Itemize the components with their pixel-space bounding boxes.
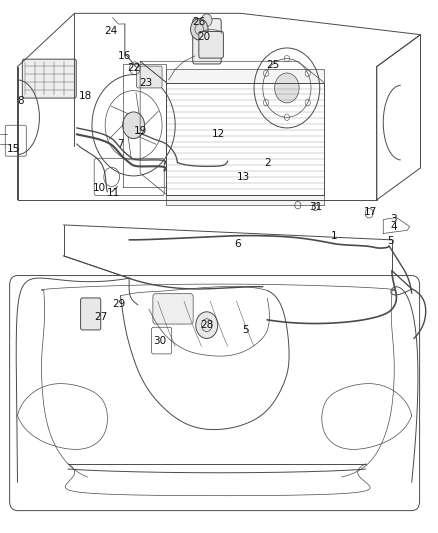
Circle shape xyxy=(191,19,208,40)
Text: 22: 22 xyxy=(127,63,140,73)
Circle shape xyxy=(196,312,218,338)
Text: 5: 5 xyxy=(242,326,249,335)
Text: 30: 30 xyxy=(153,336,166,346)
Text: 24: 24 xyxy=(105,26,118,36)
FancyBboxPatch shape xyxy=(153,294,193,324)
Text: 27: 27 xyxy=(94,312,107,322)
Text: 15: 15 xyxy=(7,144,20,154)
Text: 20: 20 xyxy=(197,33,210,42)
FancyBboxPatch shape xyxy=(22,59,76,98)
Text: 4: 4 xyxy=(390,222,397,231)
Text: 18: 18 xyxy=(79,91,92,101)
Text: 7: 7 xyxy=(117,139,124,149)
Text: 6: 6 xyxy=(234,239,241,249)
Text: 17: 17 xyxy=(364,207,377,217)
Bar xyxy=(166,69,324,83)
Text: 8: 8 xyxy=(18,96,25,106)
Text: 25: 25 xyxy=(266,60,279,70)
FancyBboxPatch shape xyxy=(81,298,101,330)
Text: 29: 29 xyxy=(113,299,126,309)
Text: 13: 13 xyxy=(237,172,250,182)
Text: 28: 28 xyxy=(200,320,213,330)
Text: 31: 31 xyxy=(309,202,322,212)
Text: 1: 1 xyxy=(330,231,337,240)
Circle shape xyxy=(201,14,212,27)
Text: 19: 19 xyxy=(134,126,147,135)
Text: 3: 3 xyxy=(390,214,397,223)
Text: 12: 12 xyxy=(212,130,225,139)
Text: 23: 23 xyxy=(139,78,152,87)
FancyBboxPatch shape xyxy=(137,66,162,88)
Text: 26: 26 xyxy=(193,18,206,27)
Text: 10: 10 xyxy=(93,183,106,192)
Text: 2: 2 xyxy=(264,158,271,167)
FancyBboxPatch shape xyxy=(193,19,221,64)
Text: 5: 5 xyxy=(387,236,394,246)
Circle shape xyxy=(275,73,299,103)
Bar xyxy=(166,195,324,205)
Circle shape xyxy=(123,112,145,139)
Text: 11: 11 xyxy=(107,189,120,198)
FancyBboxPatch shape xyxy=(199,31,223,58)
Text: 16: 16 xyxy=(118,51,131,61)
